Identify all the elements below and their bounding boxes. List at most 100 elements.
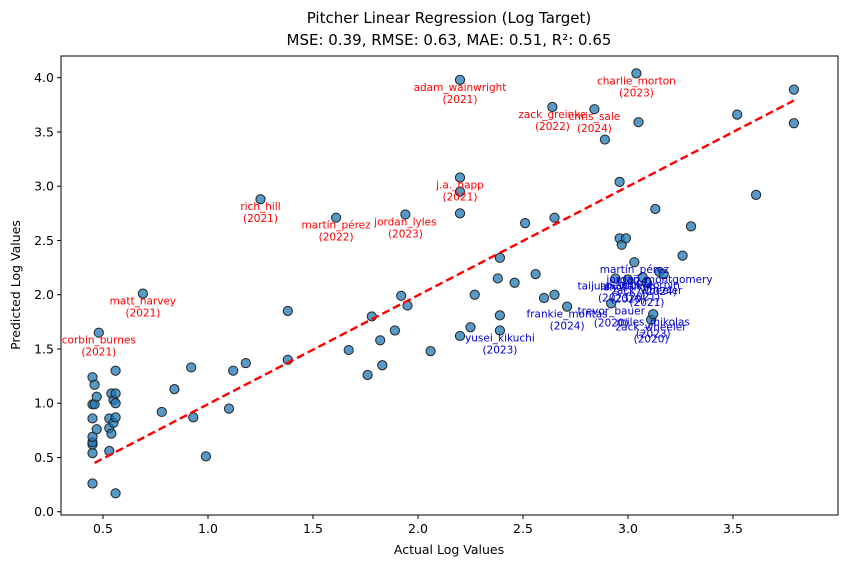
data-point (282, 305, 293, 317)
data-point (549, 212, 560, 223)
data-point (494, 252, 505, 263)
data-point (520, 218, 531, 229)
y-tick-label: 1.5 (34, 341, 54, 356)
point-annotation: corbin_burnes (2021) (62, 335, 136, 359)
point-annotation: frankie_montas (2024) (527, 309, 608, 333)
annotation-line: (2023) (598, 292, 633, 304)
data-point (633, 117, 644, 128)
x-axis: 0.5 1.0 1.5 2.0 2.5 3.0 3.5 (93, 515, 743, 536)
data-point (599, 134, 611, 145)
annotation-line: (2020) (594, 317, 629, 329)
annotation-line: zack_wheeler (616, 322, 688, 334)
point-annotation: rich_hill (2021) (240, 201, 280, 225)
chart-subtitle: MSE: 0.39, RMSE: 0.63, MAE: 0.51, R²: 0.… (287, 31, 612, 49)
annotation-line: (2022) (535, 121, 570, 133)
data-point (377, 360, 388, 371)
data-point (89, 379, 100, 390)
data-point (788, 84, 800, 95)
y-tick-label: 2.0 (34, 287, 54, 302)
x-tick-label: 3.0 (618, 521, 638, 536)
annotation-line: adam_wainwright (414, 82, 507, 94)
data-point (751, 189, 762, 200)
plot-frame (60, 55, 839, 516)
data-point (547, 101, 558, 113)
point-annotation: taijuan_walker (2023) (577, 280, 653, 304)
data-point (509, 277, 520, 288)
data-point (400, 209, 411, 220)
annotation-line: (2021) (629, 297, 664, 309)
annotation-line: (2024) (617, 276, 652, 288)
point-annotation: zack_greinke (2022) (518, 109, 586, 133)
y-axis-label: Predicted Log Values (8, 220, 23, 350)
data-point (538, 292, 550, 304)
y-tick-label: 0.0 (34, 504, 54, 519)
point-annotation: martín_pérez (2022) (302, 220, 372, 244)
x-tick-label: 2.5 (513, 521, 533, 536)
x-tick-label: 0.5 (93, 521, 113, 536)
point-annotation: martín_pérez (2024) (600, 264, 670, 288)
data-point (614, 176, 625, 187)
annotation-line: (2020) (611, 294, 646, 306)
x-tick-label: 1.5 (303, 521, 323, 536)
annotation-line: (2024) (577, 123, 612, 135)
data-point (454, 330, 466, 342)
data-point (110, 365, 121, 376)
point-annotation: zack_wheeler (2021) (611, 285, 683, 309)
data-point (156, 406, 167, 418)
data-point (648, 309, 659, 320)
data-point (465, 322, 476, 333)
point-annotation: chris_sale (2024) (569, 111, 621, 135)
annotation-line: yusei_kikuchi (465, 333, 535, 345)
annotation-line: patrick_corbin (606, 279, 680, 291)
data-point (454, 172, 466, 183)
annotation-line: (2022) (319, 232, 354, 244)
annotation-line: rich_hill (240, 201, 280, 213)
data-point (562, 301, 573, 312)
data-point (650, 203, 661, 215)
point-annotation: charlie_morton (2023) (597, 75, 676, 99)
data-point (362, 369, 373, 381)
y-tick-label: 3.5 (34, 124, 54, 139)
annotation-line: trevor_bauer (577, 305, 645, 317)
data-point (186, 362, 197, 373)
data-point (375, 335, 386, 346)
annotations-layer: adam_wainwright (2021) charlie_morton (2023… (62, 75, 713, 358)
data-point (91, 424, 102, 435)
annotation-line: (2023) (482, 345, 517, 357)
annotation-line: jordan_lyles (373, 216, 436, 228)
data-point (788, 118, 800, 129)
annotation-line: martín_pérez (302, 220, 372, 232)
data-point (188, 412, 199, 423)
data-point (685, 221, 697, 232)
point-annotation: miles_mikolas (2023) (617, 316, 690, 340)
annotation-line: (2021) (243, 213, 278, 225)
point-annotation: zack_wheeler (2020) (616, 322, 688, 346)
data-point (454, 186, 466, 197)
data-point (494, 325, 505, 336)
data-point (530, 269, 541, 280)
data-point (469, 289, 480, 300)
point-annotation: trevor_bauer (2020) (577, 305, 645, 329)
data-point (93, 327, 104, 338)
point-annotation: patrick_corbin (2021) (606, 279, 680, 303)
data-point (631, 68, 642, 79)
y-tick-label: 1.0 (34, 396, 54, 411)
data-point (255, 194, 266, 205)
data-point (494, 310, 505, 321)
data-point (549, 289, 560, 300)
data-point (137, 288, 148, 299)
data-point (87, 448, 98, 459)
annotation-line: (2021) (443, 192, 478, 204)
annotation-line: zack_wheeler (611, 285, 683, 297)
x-tick-label: 1.0 (198, 521, 218, 536)
annotation-line: (2021) (625, 291, 660, 303)
annotation-line: (2020) (634, 334, 669, 346)
y-axis: 0.0 0.5 1.0 1.5 2.0 2.5 3.0 3.5 4.0 (34, 70, 61, 519)
annotation-line: (2021) (125, 308, 160, 320)
data-point (106, 428, 117, 439)
data-point (240, 357, 251, 369)
point-annotation: lance_lynn (2020) (600, 282, 656, 306)
data-point (454, 208, 466, 219)
chart-title: Pitcher Linear Regression (Log Target) (307, 9, 592, 27)
